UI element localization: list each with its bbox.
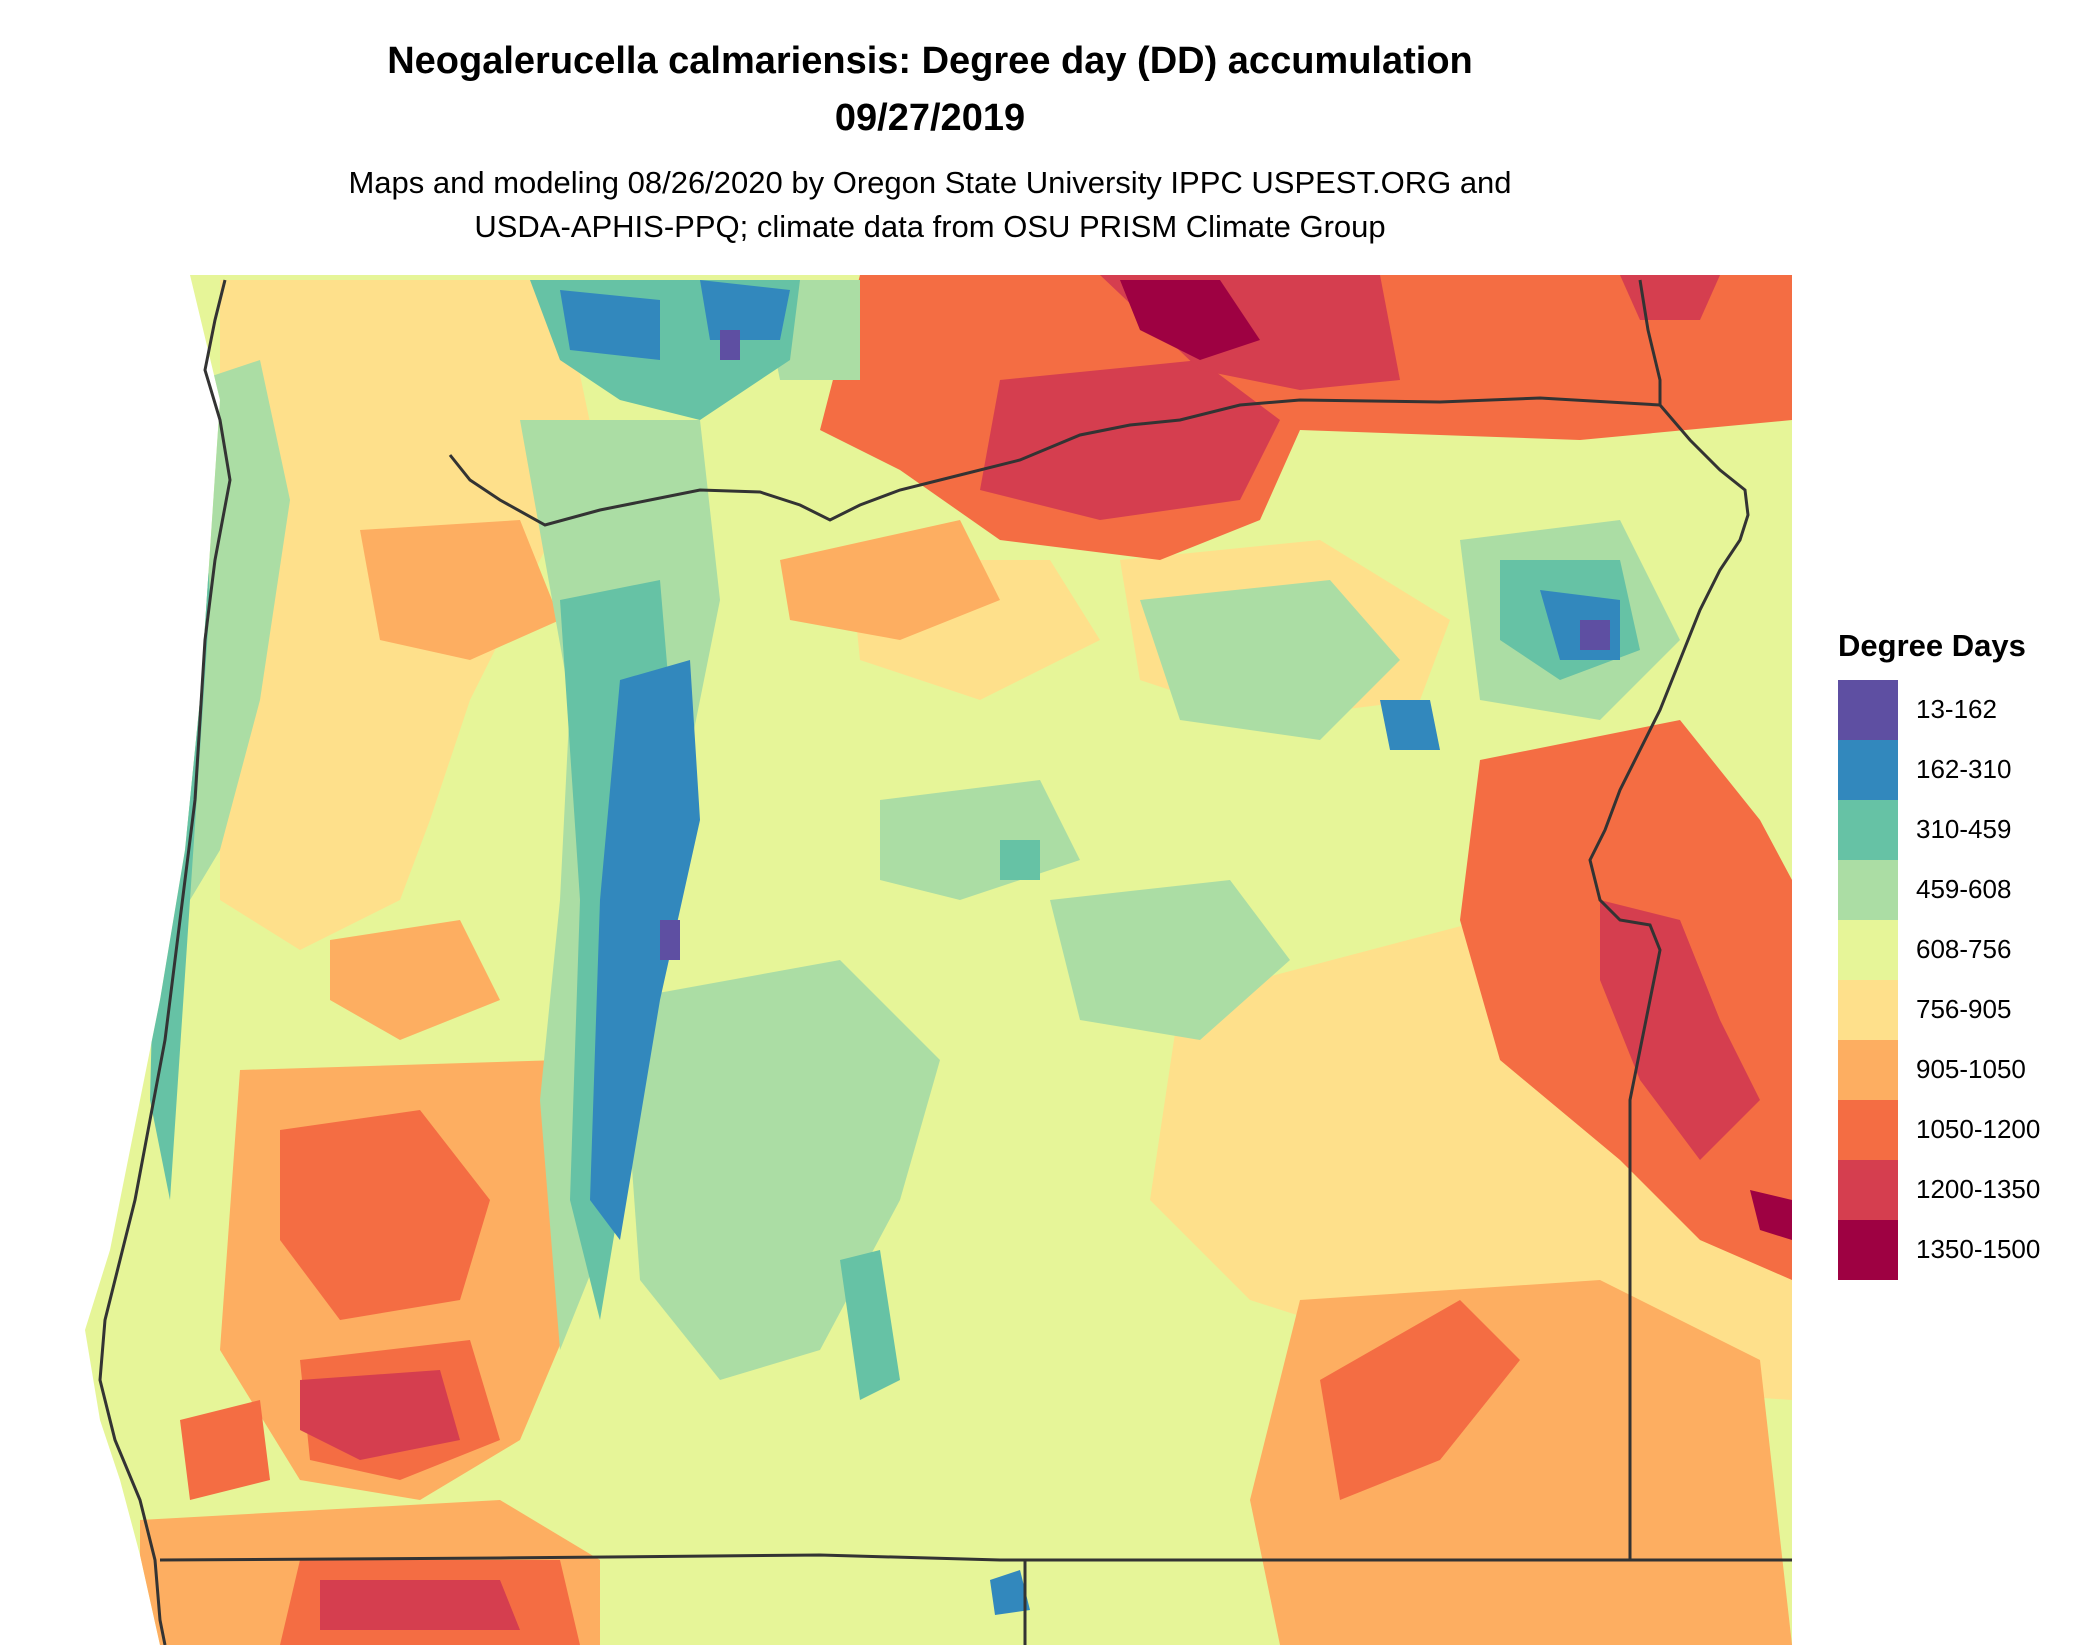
legend-swatch	[1838, 860, 1898, 920]
legend-label: 608-756	[1916, 934, 2012, 964]
coastline	[98, 279, 232, 1645]
legend-label: 459-608	[1916, 874, 2012, 904]
legend-swatch	[1838, 740, 1898, 800]
raster-layer	[85, 275, 1792, 1645]
oregon-california-border	[159, 1553, 1792, 1562]
oregon-idaho-border	[1588, 404, 1750, 1560]
legend-label: 1350-1500	[1916, 1234, 2041, 1264]
legend-label: 13-162	[1916, 694, 1997, 724]
idaho-north	[1638, 279, 1662, 405]
state-boundaries	[98, 279, 1792, 1645]
legend-label: 756-905	[1916, 994, 2012, 1024]
legend-label: 310-459	[1916, 814, 2012, 844]
map-subtitle-line1: Maps and modeling 08/26/2020 by Oregon S…	[348, 165, 1512, 200]
legend-label: 905-1050	[1916, 1054, 2026, 1084]
legend-swatch	[1838, 680, 1898, 740]
legend-swatch	[1838, 1160, 1898, 1220]
legend-title: Degree Days	[1838, 628, 2026, 663]
legend-label: 162-310	[1916, 754, 2012, 784]
map-title: Neogalerucella calmariensis: Degree day …	[387, 40, 1473, 82]
legend-swatch	[1838, 1220, 1898, 1280]
legend-swatch	[1838, 980, 1898, 1040]
washington-oregon-border	[448, 396, 1661, 527]
legend-swatch	[1838, 1040, 1898, 1100]
legend-swatch	[1838, 920, 1898, 980]
legend-label: 1050-1200	[1916, 1114, 2041, 1144]
legend-swatch	[1838, 800, 1898, 860]
map-date: 09/27/2019	[834, 97, 1026, 139]
legend-label: 1200-1350	[1916, 1174, 2041, 1204]
map-subtitle-line2: USDA-APHIS-PPQ; climate data from OSU PR…	[474, 209, 1386, 244]
legend-swatch	[1838, 1100, 1898, 1160]
